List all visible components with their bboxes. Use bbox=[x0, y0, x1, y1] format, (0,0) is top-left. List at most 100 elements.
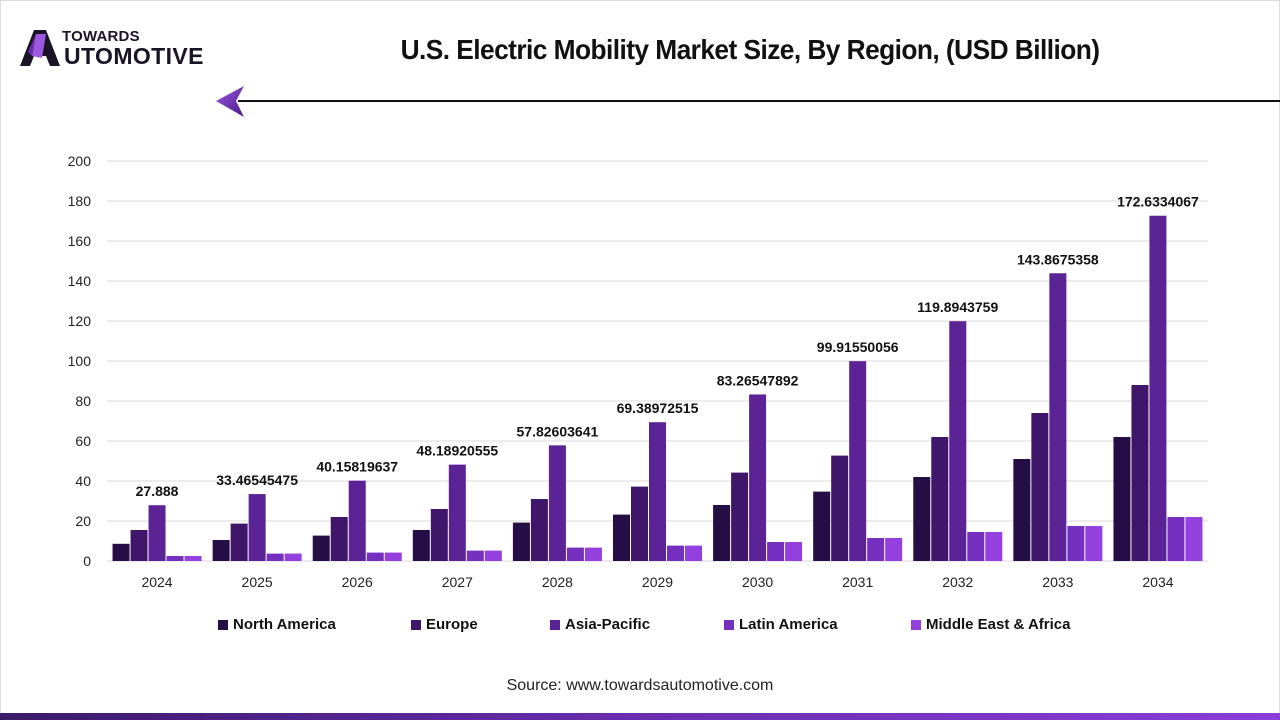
legend-item: Middle East & Africa bbox=[911, 616, 1070, 633]
bar-chart: 0 20 40 60 80 100 120 140 160 180 200 27.888 33.465… bbox=[68, 153, 1208, 590]
legend-item: Asia-Pacific bbox=[550, 616, 650, 633]
bar-north-america-2031 bbox=[813, 491, 831, 561]
x-tick-label: 2030 bbox=[742, 574, 773, 590]
bar-north-america-2033 bbox=[1013, 459, 1031, 561]
bar-asia-pacific-2029 bbox=[649, 422, 666, 561]
bar-europe-2028 bbox=[530, 499, 548, 561]
data-label: 57.82603641 bbox=[517, 423, 599, 439]
bar-asia-pacific-2027 bbox=[448, 464, 466, 561]
data-label: 83.26547892 bbox=[717, 372, 799, 388]
legend-swatch bbox=[911, 619, 921, 630]
legend-swatch bbox=[218, 619, 228, 630]
bar-asia-pacific-2026 bbox=[348, 480, 366, 561]
bar-europe-2031 bbox=[831, 455, 849, 561]
x-tick-label: 2027 bbox=[442, 574, 473, 590]
y-axis-ticks: 0 20 40 60 80 100 120 140 160 180 200 bbox=[68, 153, 92, 569]
y-tick-label: 100 bbox=[68, 353, 92, 369]
data-label: 119.8943759 bbox=[917, 299, 998, 315]
x-tick-label: 2034 bbox=[1142, 574, 1173, 590]
x-tick-label: 2028 bbox=[542, 574, 573, 590]
bar-north-america-2029 bbox=[613, 514, 630, 561]
bar-europe-2033 bbox=[1031, 413, 1049, 561]
brand-line-1: TOWARDS bbox=[62, 28, 140, 45]
y-tick-label: 200 bbox=[68, 153, 92, 169]
x-tick-label: 2033 bbox=[1042, 574, 1073, 590]
bar-europe-2024 bbox=[130, 530, 148, 561]
y-tick-label: 160 bbox=[68, 233, 92, 249]
y-tick-label: 40 bbox=[75, 473, 91, 489]
y-tick-label: 140 bbox=[68, 273, 92, 289]
bar-europe-2034 bbox=[1131, 385, 1149, 561]
y-tick-label: 0 bbox=[83, 553, 91, 569]
bar-latin-america-2027 bbox=[466, 550, 484, 561]
data-label: 143.8675358 bbox=[1017, 251, 1099, 267]
brand-logo: TOWARDS UTOMOTIVE bbox=[20, 26, 230, 72]
bar-middle-east-africa-2030 bbox=[785, 542, 803, 561]
bar-middle-east-africa-2025 bbox=[284, 553, 302, 561]
bar-middle-east-africa-2031 bbox=[885, 538, 903, 561]
bar-asia-pacific-2025 bbox=[248, 494, 266, 561]
bar-asia-pacific-2033 bbox=[1049, 273, 1067, 561]
data-labels: 27.888 33.46545475 40.15819637 48.18920555 5… bbox=[136, 194, 1199, 499]
legend-label: Asia-Pacific bbox=[565, 616, 651, 633]
bar-north-america-2030 bbox=[713, 505, 731, 561]
data-label: 33.46545475 bbox=[216, 472, 298, 488]
x-tick-label: 2025 bbox=[242, 574, 273, 590]
legend-item: North America bbox=[218, 616, 336, 633]
legend-swatch bbox=[411, 619, 421, 630]
bars bbox=[112, 215, 1203, 561]
data-label: 48.18920555 bbox=[416, 443, 498, 459]
chart-legend: North America Europe Asia-Pacific Latin Ame… bbox=[0, 616, 1280, 636]
bar-north-america-2024 bbox=[112, 543, 130, 561]
legend-label: North America bbox=[233, 616, 336, 633]
bar-north-america-2028 bbox=[512, 522, 530, 561]
x-tick-label: 2029 bbox=[642, 574, 673, 590]
bar-latin-america-2026 bbox=[366, 552, 384, 561]
source-note: Source: www.towardsautomotive.com bbox=[506, 677, 774, 694]
data-label: 172.6334067 bbox=[1117, 194, 1199, 210]
bar-asia-pacific-2031 bbox=[849, 361, 867, 561]
x-tick-label: 2031 bbox=[842, 574, 873, 590]
logo-mark-icon bbox=[20, 30, 60, 66]
bar-asia-pacific-2028 bbox=[548, 445, 566, 561]
y-tick-label: 80 bbox=[75, 393, 91, 409]
arrow-pointer-icon bbox=[216, 86, 244, 117]
bar-north-america-2032 bbox=[913, 477, 931, 561]
bar-asia-pacific-2034 bbox=[1149, 215, 1167, 561]
bar-europe-2032 bbox=[931, 437, 949, 561]
data-label: 27.888 bbox=[136, 483, 179, 499]
data-label: 99.91550056 bbox=[817, 339, 899, 355]
bottom-accent-bar bbox=[0, 713, 1280, 720]
bar-asia-pacific-2032 bbox=[949, 321, 967, 561]
bar-latin-america-2031 bbox=[867, 538, 885, 561]
x-axis-ticks: 2024 2025 2026 2027 2028 2029 2030 2031 2032 2033… bbox=[141, 574, 1173, 590]
bar-europe-2029 bbox=[631, 486, 648, 561]
bar-latin-america-2024 bbox=[166, 556, 184, 561]
legend-label: Europe bbox=[426, 616, 478, 633]
x-tick-label: 2026 bbox=[342, 574, 373, 590]
y-tick-label: 180 bbox=[68, 193, 92, 209]
legend-item: Europe bbox=[411, 616, 478, 633]
bar-europe-2026 bbox=[330, 517, 348, 561]
chart-title: U.S. Electric Mobility Market Size, By R… bbox=[400, 34, 1100, 65]
bar-middle-east-africa-2026 bbox=[384, 552, 402, 561]
bar-middle-east-africa-2028 bbox=[584, 547, 602, 561]
bar-latin-america-2025 bbox=[266, 553, 284, 561]
bar-middle-east-africa-2032 bbox=[985, 532, 1003, 561]
bar-north-america-2034 bbox=[1113, 437, 1131, 561]
bar-latin-america-2030 bbox=[767, 542, 785, 561]
legend-swatch bbox=[550, 619, 560, 630]
legend-label: Middle East & Africa bbox=[926, 616, 1071, 633]
bar-north-america-2025 bbox=[212, 540, 230, 561]
bar-latin-america-2029 bbox=[667, 545, 684, 561]
title-underline bbox=[238, 100, 1280, 102]
legend-label: Latin America bbox=[739, 616, 838, 633]
bar-latin-america-2032 bbox=[967, 532, 985, 561]
bar-middle-east-africa-2034 bbox=[1185, 517, 1203, 561]
brand-line-2: UTOMOTIVE bbox=[64, 43, 204, 69]
bar-north-america-2026 bbox=[312, 535, 330, 561]
bar-latin-america-2033 bbox=[1067, 526, 1085, 561]
bar-europe-2027 bbox=[430, 509, 448, 561]
y-tick-label: 20 bbox=[75, 513, 91, 529]
bar-middle-east-africa-2029 bbox=[685, 545, 702, 561]
